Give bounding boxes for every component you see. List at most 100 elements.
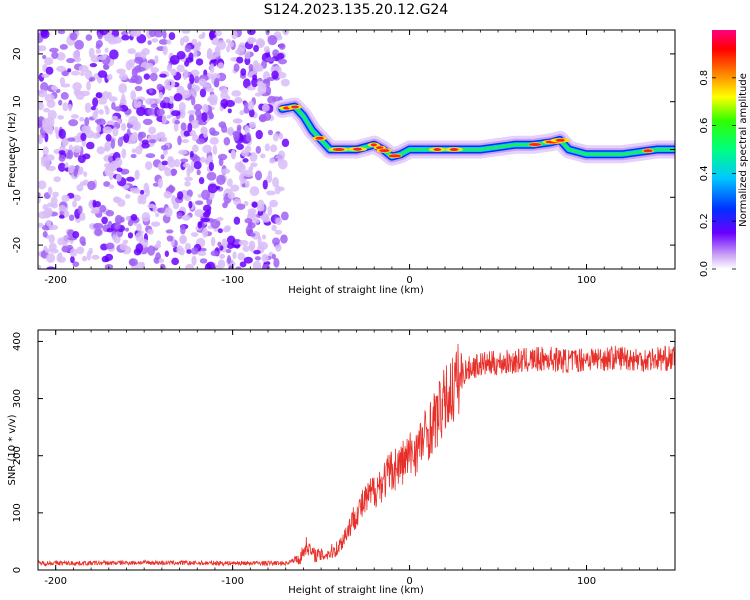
noise-blob <box>202 144 212 154</box>
noise-blob <box>225 99 236 108</box>
noise-blob <box>272 237 281 246</box>
noise-blob <box>58 154 66 162</box>
ridge-peak <box>370 143 377 147</box>
noise-blob <box>88 247 93 255</box>
noise-blob <box>214 46 220 54</box>
noise-blob <box>206 53 217 60</box>
noise-blob <box>247 100 254 111</box>
noise-blob <box>72 200 77 208</box>
noise-blob <box>280 78 290 87</box>
noise-blob <box>142 118 153 126</box>
noise-blob <box>127 220 134 227</box>
noise-blob <box>227 178 233 187</box>
snr-x-tick-label: 0 <box>406 576 412 587</box>
noise-blob <box>275 217 283 226</box>
noise-blob <box>46 219 52 227</box>
noise-blob <box>105 107 110 115</box>
noise-blob <box>195 42 202 48</box>
noise-blob <box>75 90 85 100</box>
noise-blob <box>96 124 102 133</box>
noise-blob <box>164 250 170 257</box>
noise-blob <box>116 118 122 124</box>
noise-blob <box>79 212 86 221</box>
noise-blob <box>249 186 260 197</box>
noise-blob <box>105 209 115 217</box>
noise-blob <box>129 30 138 37</box>
noise-blob <box>125 194 131 199</box>
noise-blob <box>46 253 56 263</box>
noise-blob <box>226 235 236 245</box>
snr-x-tick-label: 100 <box>577 576 596 587</box>
noise-blob <box>132 121 141 131</box>
noise-blob <box>160 136 168 143</box>
noise-blob <box>252 260 262 269</box>
noise-blob <box>244 51 251 60</box>
noise-blob <box>126 176 135 182</box>
noise-blob <box>44 93 55 103</box>
noise-blob <box>216 217 224 222</box>
noise-blob <box>90 55 100 63</box>
noise-blob <box>187 122 193 133</box>
noise-blob <box>151 38 159 43</box>
colorbar-tick-label: 0.2 <box>699 213 710 229</box>
noise-blob <box>68 119 79 127</box>
noise-blob <box>80 132 87 142</box>
noise-blob <box>194 209 205 218</box>
noise-blob <box>207 183 218 194</box>
noise-blob <box>67 137 76 142</box>
noise-blob <box>233 98 244 104</box>
noise-blob <box>38 89 48 98</box>
snr-y-axis-label: SNR (10 * v/v) <box>7 414 18 485</box>
noise-blob <box>233 118 242 123</box>
noise-blob <box>281 138 290 148</box>
noise-blob <box>230 184 240 192</box>
spectrogram-x-tick-label: -200 <box>44 275 67 286</box>
noise-blob <box>198 120 207 126</box>
noise-blob <box>243 200 249 207</box>
noise-blob <box>84 117 90 126</box>
noise-blob <box>73 56 81 63</box>
noise-blob <box>233 216 241 225</box>
noise-blob <box>246 85 256 91</box>
noise-blob <box>86 141 95 150</box>
noise-blob <box>139 196 147 205</box>
noise-blob <box>201 227 209 238</box>
noise-blob <box>43 107 50 113</box>
noise-blob <box>200 217 211 222</box>
noise-blob <box>97 70 108 78</box>
noise-blob <box>262 79 270 84</box>
noise-blob <box>122 239 129 244</box>
noise-blob <box>252 74 258 81</box>
noise-blob <box>265 175 273 183</box>
noise-blob <box>140 261 145 268</box>
noise-blob <box>174 119 181 125</box>
noise-blob <box>242 245 251 253</box>
noise-blob <box>50 248 59 254</box>
noise-blob <box>40 30 50 39</box>
noise-blob <box>58 128 66 140</box>
noise-blob <box>154 244 162 249</box>
noise-blob <box>160 154 165 160</box>
noise-blob <box>163 190 172 199</box>
noise-blob <box>63 210 70 218</box>
noise-blob <box>162 30 167 40</box>
noise-blob <box>45 66 54 75</box>
snr-series-line <box>38 343 675 567</box>
noise-blob <box>44 248 51 253</box>
noise-blob <box>176 64 185 73</box>
noise-blob <box>148 139 157 144</box>
noise-blob <box>118 83 128 94</box>
noise-blob <box>160 144 169 151</box>
noise-blob <box>261 234 267 240</box>
noise-blob <box>237 252 245 261</box>
noise-blob <box>98 55 107 61</box>
noise-blob <box>218 85 228 93</box>
noise-blob <box>245 132 252 143</box>
noise-blob <box>94 228 103 236</box>
noise-blob <box>181 90 192 99</box>
noise-blob <box>187 110 198 115</box>
noise-blob <box>184 176 193 182</box>
noise-blob <box>185 57 194 63</box>
noise-blob <box>153 98 162 105</box>
noise-blob <box>162 102 171 109</box>
